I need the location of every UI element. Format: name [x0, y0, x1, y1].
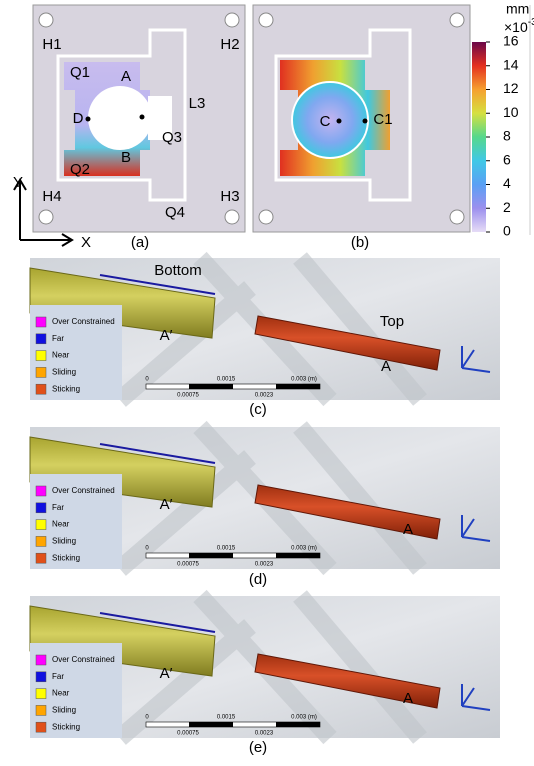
- scale-bar-segment: [189, 722, 233, 727]
- point-label: D: [73, 110, 84, 127]
- scale-label: 0.0023: [255, 393, 274, 399]
- point-marker: [86, 117, 91, 122]
- colorbar-tick-label: 14: [503, 56, 519, 72]
- point-label: H2: [220, 36, 239, 53]
- caption: (c): [249, 401, 267, 418]
- contact-panel: Over Constrained Far Near Sliding Sticking Bo…: [30, 258, 500, 400]
- scale-exponent: -3: [528, 17, 534, 28]
- legend-label: Near: [52, 520, 70, 529]
- legend-swatch: [36, 520, 46, 530]
- scale-label: 0.0015: [217, 715, 236, 721]
- scale-bar-segment: [276, 553, 320, 558]
- legend-swatch: [36, 317, 46, 327]
- legend-label: Far: [52, 503, 64, 512]
- legend-label: Sliding: [52, 706, 76, 715]
- contact-panel: Over Constrained Far Near Sliding Sticking A′…: [30, 427, 500, 569]
- legend-label: Sticking: [52, 384, 80, 393]
- point-marker: [337, 119, 342, 124]
- label: A′: [160, 496, 173, 513]
- axis-label: Y: [13, 174, 23, 191]
- label: A: [381, 358, 391, 375]
- scale-label: 0.0023: [255, 562, 274, 568]
- scale-bar-segment: [189, 553, 233, 558]
- scale-label: 0.00075: [177, 731, 199, 737]
- legend-swatch: [36, 351, 46, 361]
- contact-panel: Over Constrained Far Near Sliding Sticking A′…: [30, 596, 500, 738]
- legend-label: Over Constrained: [52, 655, 115, 664]
- point-marker: [140, 115, 145, 120]
- point-label: L3: [189, 95, 206, 112]
- point-label: Q2: [70, 161, 90, 178]
- point-label: C1: [373, 111, 392, 128]
- legend-swatch: [36, 689, 46, 699]
- figure: mm ×10-3 (a) (b) H1H2H3H4Q1Q2Q3Q4ABDL3YX…: [0, 0, 534, 766]
- colorbar-tick-label: 4: [503, 175, 511, 191]
- legend-label: Sliding: [52, 537, 76, 546]
- point-label: C: [320, 113, 331, 130]
- caption: (d): [249, 571, 267, 588]
- point-label: H4: [42, 188, 61, 205]
- legend-swatch: [36, 384, 46, 394]
- legend-label: Near: [52, 689, 70, 698]
- panel-b: [253, 5, 470, 232]
- legend-label: Over Constrained: [52, 486, 115, 495]
- label: A: [403, 690, 413, 707]
- legend-swatch: [36, 655, 46, 665]
- point-label: Q1: [70, 64, 90, 81]
- scale-label: 0.00075: [177, 562, 199, 568]
- caption: (a): [131, 234, 149, 251]
- legend-label: Sliding: [52, 368, 76, 377]
- legend-swatch: [36, 672, 46, 682]
- point-label: H3: [220, 188, 239, 205]
- label: Bottom: [154, 262, 202, 279]
- point-label: H1: [42, 36, 61, 53]
- scale-label: 0.0023: [255, 731, 274, 737]
- caption: (e): [249, 739, 267, 756]
- legend-swatch: [36, 705, 46, 715]
- legend-swatch: [36, 503, 46, 513]
- point-label: B: [121, 149, 131, 166]
- legend-swatch: [36, 553, 46, 563]
- colorbar-tick-label: 12: [503, 80, 519, 96]
- legend-label: Sticking: [52, 722, 80, 731]
- legend-label: Sticking: [52, 553, 80, 562]
- colorbar-tick-label: 0: [503, 223, 511, 239]
- legend-swatch: [36, 334, 46, 344]
- scale-bar-segment: [276, 722, 320, 727]
- colorbar-tick-label: 8: [503, 128, 511, 144]
- colorbar-tick-label: 16: [503, 33, 519, 49]
- caption: (b): [351, 234, 369, 251]
- label: A′: [160, 327, 173, 344]
- colorbar-tick-label: 6: [503, 151, 511, 167]
- colorbar-tick-label: 2: [503, 199, 511, 215]
- point-label: Q4: [165, 204, 185, 221]
- scale-bar-segment: [276, 384, 320, 389]
- scale-label: 0.003 (m): [291, 546, 317, 552]
- legend-label: Far: [52, 334, 64, 343]
- legend-swatch: [36, 536, 46, 546]
- legend-label: Over Constrained: [52, 317, 115, 326]
- legend-swatch: [36, 367, 46, 377]
- scale-label: 0.003 (m): [291, 377, 317, 383]
- point-label: A: [121, 68, 131, 85]
- legend-label: Near: [52, 351, 70, 360]
- legend-swatch: [36, 722, 46, 732]
- point-label: Q3: [162, 129, 182, 146]
- axis-label: X: [81, 234, 91, 251]
- legend-label: Far: [52, 672, 64, 681]
- scale-label: 0.0015: [217, 377, 236, 383]
- label: A: [403, 521, 413, 538]
- point-marker: [363, 119, 368, 124]
- scale-label: 0.003 (m): [291, 715, 317, 721]
- colorbar-tick-label: 10: [503, 104, 519, 120]
- label: A′: [160, 665, 173, 682]
- label: Top: [380, 313, 404, 330]
- colorbar: [472, 42, 486, 232]
- legend-swatch: [36, 486, 46, 496]
- scale-label: 0.0015: [217, 546, 236, 552]
- colorbar-unit: mm: [506, 1, 529, 17]
- scale-label: 0.00075: [177, 393, 199, 399]
- scale-bar-segment: [189, 384, 233, 389]
